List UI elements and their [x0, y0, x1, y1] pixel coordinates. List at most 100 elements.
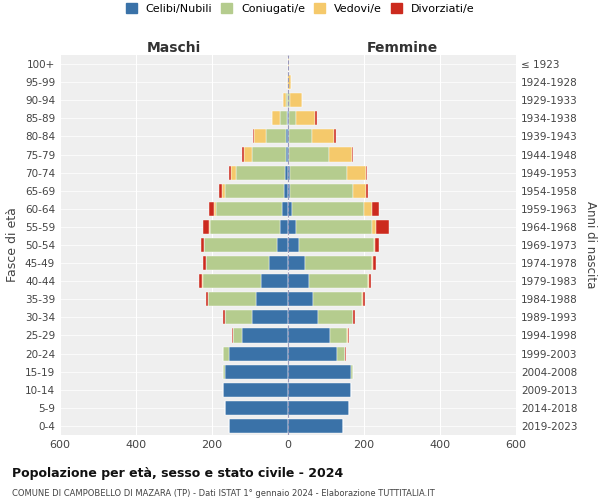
Bar: [347, 328, 349, 342]
Bar: [209, 202, 214, 216]
Bar: [309, 274, 368, 288]
Bar: [229, 346, 288, 360]
Bar: [330, 328, 347, 342]
Bar: [288, 274, 309, 288]
Bar: [288, 328, 330, 342]
Bar: [200, 238, 203, 252]
Bar: [366, 184, 368, 198]
Text: COMUNE DI CAMPOBELLO DI MAZARA (TP) - Dati ISTAT 1° gennaio 2024 - Elaborazione : COMUNE DI CAMPOBELLO DI MAZARA (TP) - Da…: [12, 489, 435, 498]
Bar: [199, 274, 202, 288]
Bar: [313, 292, 362, 306]
Bar: [352, 148, 353, 162]
Bar: [289, 93, 290, 108]
Bar: [242, 148, 244, 162]
Bar: [226, 401, 288, 415]
Bar: [337, 346, 345, 360]
Bar: [371, 202, 379, 216]
Bar: [286, 130, 288, 143]
Bar: [288, 364, 350, 378]
Bar: [288, 382, 350, 397]
Bar: [365, 166, 367, 179]
Bar: [350, 364, 353, 378]
Bar: [287, 112, 288, 126]
Bar: [288, 184, 290, 198]
Bar: [288, 238, 299, 252]
Bar: [373, 238, 376, 252]
Text: Popolazione per età, sesso e stato civile - 2024: Popolazione per età, sesso e stato civil…: [12, 468, 343, 480]
Bar: [362, 292, 363, 306]
Bar: [216, 202, 283, 216]
Bar: [288, 202, 292, 216]
Bar: [288, 419, 343, 433]
Bar: [226, 310, 252, 324]
Bar: [334, 130, 336, 143]
Bar: [223, 382, 288, 397]
Bar: [283, 202, 288, 216]
Bar: [251, 148, 286, 162]
Bar: [223, 346, 229, 360]
Legend: Celibi/Nubili, Coniugati/e, Vedovi/e, Divorziati/e: Celibi/Nubili, Coniugati/e, Vedovi/e, Di…: [124, 0, 476, 16]
Bar: [256, 292, 288, 306]
Bar: [289, 112, 296, 126]
Bar: [222, 184, 226, 198]
Text: Femmine: Femmine: [367, 41, 437, 55]
Bar: [226, 184, 284, 198]
Y-axis label: Anni di nascita: Anni di nascita: [584, 202, 597, 288]
Text: Maschi: Maschi: [147, 41, 201, 55]
Bar: [289, 130, 311, 143]
Bar: [288, 148, 289, 162]
Bar: [219, 184, 222, 198]
Bar: [280, 112, 287, 126]
Bar: [214, 202, 216, 216]
Bar: [254, 130, 266, 143]
Bar: [371, 256, 373, 270]
Bar: [347, 166, 365, 179]
Bar: [284, 184, 288, 198]
Bar: [262, 274, 288, 288]
Bar: [232, 328, 233, 342]
Bar: [233, 328, 242, 342]
Bar: [206, 256, 269, 270]
Bar: [329, 148, 352, 162]
Bar: [288, 130, 289, 143]
Bar: [223, 364, 226, 378]
Bar: [283, 93, 286, 108]
Bar: [292, 202, 364, 216]
Bar: [376, 220, 389, 234]
Bar: [368, 274, 371, 288]
Bar: [288, 220, 296, 234]
Bar: [236, 166, 285, 179]
Bar: [373, 256, 376, 270]
Bar: [289, 75, 292, 89]
Bar: [205, 238, 277, 252]
Bar: [223, 310, 225, 324]
Bar: [252, 310, 288, 324]
Bar: [288, 112, 289, 126]
Bar: [364, 202, 371, 216]
Bar: [202, 274, 262, 288]
Bar: [209, 220, 210, 234]
Y-axis label: Fasce di età: Fasce di età: [7, 208, 19, 282]
Bar: [206, 292, 208, 306]
Bar: [371, 220, 376, 234]
Bar: [353, 310, 355, 324]
Bar: [290, 184, 353, 198]
Bar: [203, 256, 206, 270]
Bar: [244, 148, 251, 162]
Bar: [288, 166, 290, 179]
Bar: [319, 310, 353, 324]
Bar: [231, 166, 236, 179]
Bar: [277, 238, 288, 252]
Bar: [253, 130, 254, 143]
Bar: [242, 328, 288, 342]
Bar: [266, 130, 286, 143]
Bar: [226, 364, 288, 378]
Bar: [286, 148, 288, 162]
Bar: [203, 220, 209, 234]
Bar: [288, 256, 305, 270]
Bar: [288, 346, 337, 360]
Bar: [296, 112, 316, 126]
Bar: [285, 166, 288, 179]
Bar: [229, 166, 231, 179]
Bar: [299, 238, 373, 252]
